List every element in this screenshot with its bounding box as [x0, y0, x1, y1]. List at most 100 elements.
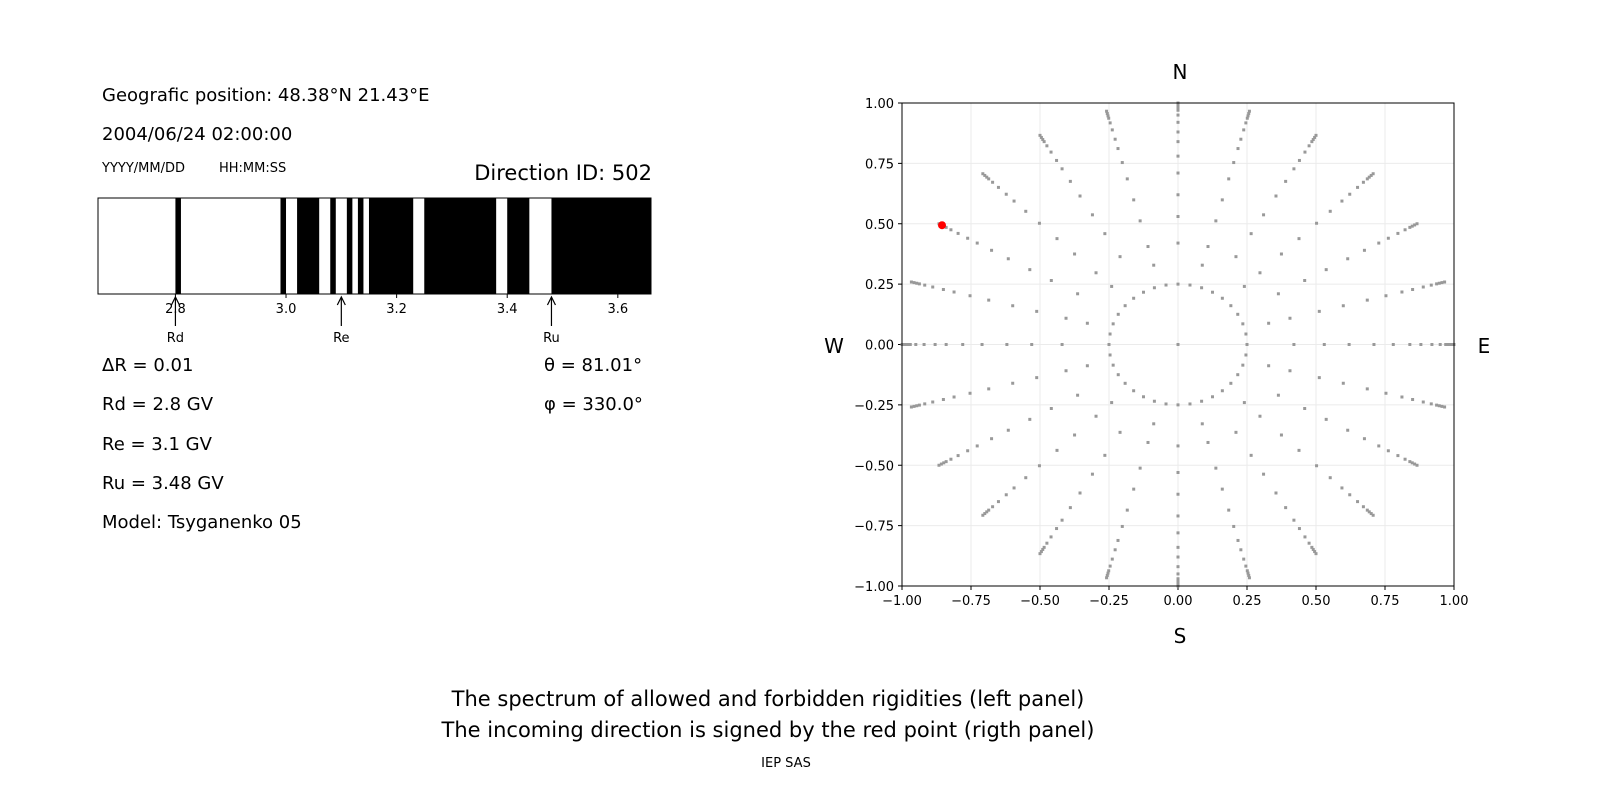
y-tick-label: 0.50 — [865, 218, 894, 233]
geographic-position: Geografic position: 48.38°N 21.43°E — [102, 85, 430, 106]
y-tick-label: 1.00 — [865, 97, 894, 112]
direction-point — [1377, 444, 1381, 448]
x-tick-label: −0.25 — [1089, 594, 1129, 609]
direction-point — [1060, 167, 1064, 171]
direction-point — [1328, 209, 1332, 213]
direction-point — [1236, 147, 1240, 151]
direction-point — [1064, 316, 1068, 320]
direction-point — [1236, 373, 1240, 377]
direction-point — [1028, 417, 1032, 421]
arrow-head-icon — [546, 295, 556, 306]
direction-point — [1068, 506, 1072, 510]
y-tick-label: −0.25 — [854, 399, 894, 414]
direction-point — [975, 444, 979, 448]
x-tick-label: −0.50 — [1020, 594, 1060, 609]
direction-point — [1176, 103, 1180, 107]
direction-point — [1274, 491, 1278, 495]
direction-point — [1245, 116, 1249, 120]
direction-point — [1297, 448, 1301, 452]
y-tick-label: 0.75 — [865, 157, 894, 172]
south-label: S — [1173, 624, 1187, 648]
direction-point — [1371, 513, 1375, 517]
direction-point — [1310, 140, 1314, 144]
forbidden-band — [368, 198, 414, 294]
direction-point — [1239, 548, 1243, 552]
direction-point — [1108, 564, 1112, 568]
direction-point — [1279, 252, 1283, 256]
direction-point — [1408, 460, 1412, 464]
direction-point — [1444, 343, 1448, 346]
direction-point — [1116, 373, 1120, 377]
direction-point — [1176, 241, 1180, 245]
direction-point — [1284, 506, 1288, 510]
direction-point — [1247, 573, 1251, 577]
direction-point — [1176, 171, 1180, 175]
direction-point — [906, 343, 910, 346]
direction-point — [1246, 571, 1250, 575]
direction-point — [1369, 173, 1373, 177]
caption-line-2: The incoming direction is signed by the … — [441, 718, 1095, 742]
y-tick-label: 0.25 — [865, 278, 894, 293]
direction-point — [1415, 222, 1419, 226]
direction-point — [990, 437, 994, 441]
direction-point — [1078, 194, 1082, 198]
date-format: YYYY/MM/DD — [102, 161, 185, 176]
direction-point — [981, 172, 985, 176]
direction-point — [1411, 287, 1415, 291]
direction-point — [980, 343, 984, 346]
direction-point — [1125, 508, 1129, 512]
direction-point — [1039, 135, 1043, 139]
direction-point — [990, 248, 994, 252]
direction-point — [1362, 437, 1366, 441]
direction-point — [1386, 236, 1390, 240]
direction-point — [1111, 363, 1115, 367]
direction-point — [1176, 572, 1180, 576]
direction-point — [1064, 369, 1068, 373]
direction-point — [1372, 343, 1376, 346]
direction-point — [1421, 400, 1425, 404]
direction-point — [1229, 304, 1233, 308]
direction-point — [961, 343, 965, 346]
direction-point — [1367, 510, 1371, 514]
direction-point — [949, 228, 953, 232]
direction-point — [949, 457, 953, 461]
direction-point — [1113, 137, 1117, 141]
direction-point — [1206, 245, 1210, 249]
direction-point — [1138, 466, 1142, 470]
direction-point — [1419, 343, 1423, 346]
direction-point — [1055, 237, 1059, 241]
direction-point — [1362, 248, 1366, 252]
scatter-frame — [901, 102, 1455, 587]
x-tick-label: 0.75 — [1371, 594, 1400, 609]
direction-point — [952, 290, 956, 294]
direction-point — [1105, 109, 1109, 113]
direction-point — [1241, 363, 1245, 367]
direction-point — [1011, 381, 1015, 385]
x-tick-label: 0.50 — [1302, 594, 1331, 609]
y-tick-label: 0.00 — [865, 339, 894, 354]
direction-point — [1236, 538, 1240, 542]
direction-point — [1055, 448, 1059, 452]
marker-label-ru: Ru — [543, 331, 560, 346]
direction-point — [1443, 405, 1447, 409]
east-label: E — [1477, 334, 1491, 358]
direction-point — [1107, 116, 1111, 120]
direction-point — [1200, 286, 1204, 290]
direction-point — [1132, 296, 1136, 300]
direction-point — [1035, 309, 1039, 313]
direction-point — [1030, 343, 1034, 346]
direction-point — [915, 281, 919, 285]
direction-point — [1220, 198, 1224, 202]
direction-point — [909, 405, 913, 409]
direction-point — [1164, 283, 1168, 287]
direction-point — [1403, 228, 1407, 232]
direction-point — [1258, 414, 1262, 418]
direction-point — [1234, 255, 1238, 259]
direction-point — [1438, 343, 1442, 346]
direction-point — [1314, 133, 1318, 137]
direction-point — [996, 185, 1000, 189]
forbidden-band — [346, 198, 353, 294]
direction-point — [968, 294, 972, 298]
x-tick-label: 1.00 — [1440, 594, 1469, 609]
x-tick-label: 3.6 — [607, 302, 628, 317]
